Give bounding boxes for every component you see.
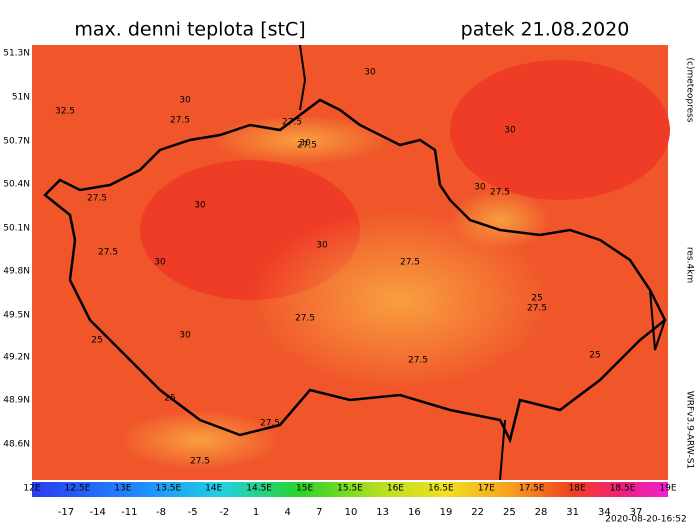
colorbar-label: -2 — [219, 507, 229, 518]
cool-area — [120, 410, 280, 470]
lon-label: 14E — [205, 484, 222, 494]
contour-label: 32.5 — [55, 107, 75, 117]
colorbar-label: 16 — [408, 507, 421, 518]
border-line — [299, 44, 666, 481]
lon-label: 16E — [387, 484, 404, 494]
colorbar-label: 7 — [316, 507, 322, 518]
contour-label: 27.5 — [527, 304, 547, 314]
lat-label: 48.9N — [3, 396, 30, 406]
colorbar-label: -17 — [58, 507, 74, 518]
lon-label: 14.5E — [246, 484, 272, 494]
lon-label: 19E — [659, 484, 676, 494]
colorbar-label: 37 — [630, 507, 643, 518]
lon-label: 16.5E — [428, 484, 454, 494]
colorbar-label: 31 — [566, 507, 579, 518]
country-border — [43, 98, 667, 444]
contour-label: 30 — [364, 68, 376, 78]
lon-label: 17E — [478, 484, 495, 494]
lon-label: 17.5E — [519, 484, 545, 494]
colorbar-label: -11 — [121, 507, 137, 518]
lon-label: 15E — [296, 484, 313, 494]
contour-label: 25 — [91, 336, 102, 346]
lat-label: 50.7N — [3, 137, 30, 147]
model: WRFv3.9-ARW-S1 — [685, 391, 695, 469]
lat-label: 51.3N — [3, 49, 30, 59]
colorbar-label: 4 — [284, 507, 290, 518]
contour-label: 30 — [194, 201, 206, 211]
colorbar — [32, 482, 668, 497]
contour-label: 30 — [316, 241, 328, 251]
colorbar-label: 1 — [253, 507, 259, 518]
contour-label: 27.5 — [170, 116, 190, 126]
lat-label: 51N — [12, 93, 30, 103]
warm-area — [450, 60, 670, 200]
lon-label: 13E — [114, 484, 131, 494]
lon-label: 12.5E — [65, 484, 91, 494]
colorbar-label: -8 — [156, 507, 166, 518]
contour-label: 27.5 — [400, 258, 420, 268]
lat-label: 49.2N — [3, 353, 30, 363]
resolution: res.4km — [685, 247, 695, 283]
lat-label: 50.4N — [3, 180, 30, 190]
contour-label: 27.5 — [87, 194, 107, 204]
date: patek 21.08.2020 — [461, 19, 630, 41]
cool-area — [210, 115, 390, 165]
contour-label: 27.5 — [408, 356, 428, 366]
contour-label: 30 — [179, 331, 191, 341]
colorbar-label: -5 — [188, 507, 198, 518]
colorbar-label: 19 — [440, 507, 453, 518]
contour-label: 27.5 — [190, 457, 210, 467]
contour-label: 25 — [589, 351, 600, 361]
lat-label: 49.8N — [3, 267, 30, 277]
colorbar-label: 22 — [471, 507, 484, 518]
timestamp: 2020-08-20-16:52 — [605, 515, 687, 525]
cool-area — [450, 190, 550, 250]
title: max. denni teplota [stC] — [74, 19, 305, 41]
colorbar-label: 25 — [503, 507, 516, 518]
lat-label: 50.1N — [3, 224, 30, 234]
lat-label: 48.6N — [3, 440, 30, 450]
contour-label: 25 — [531, 294, 542, 304]
lon-label: 18E — [569, 484, 586, 494]
contour-label: 27.5 — [490, 188, 510, 198]
lat-label: 49.5N — [3, 311, 30, 321]
contour-label: 25 — [164, 394, 175, 404]
contour-label: 27.5 — [282, 118, 302, 128]
contour-label: 30 — [154, 258, 166, 268]
colorbar-label: 10 — [345, 507, 358, 518]
contour-label: 30 — [474, 183, 486, 193]
colorbar-label: 13 — [376, 507, 389, 518]
lon-label: 13.5E — [155, 484, 181, 494]
cool-area — [250, 210, 550, 390]
colorbar-label: 28 — [535, 507, 548, 518]
contour-label: 30 — [299, 139, 311, 149]
contour-label: 30 — [504, 126, 516, 136]
contour-label: 27.5 — [295, 314, 315, 324]
lon-label: 12E — [23, 484, 40, 494]
contour-label: 27.5 — [297, 141, 317, 151]
lon-label: 15.5E — [337, 484, 363, 494]
copyright: (c)meteopress — [685, 58, 695, 123]
colorbar-label: -14 — [89, 507, 105, 518]
contour-label: 27.5 — [260, 419, 280, 429]
contour-label: 30 — [179, 96, 191, 106]
lon-label: 18.5E — [610, 484, 636, 494]
colorbar-label: 34 — [598, 507, 611, 518]
contour-label: 27.5 — [98, 248, 118, 258]
